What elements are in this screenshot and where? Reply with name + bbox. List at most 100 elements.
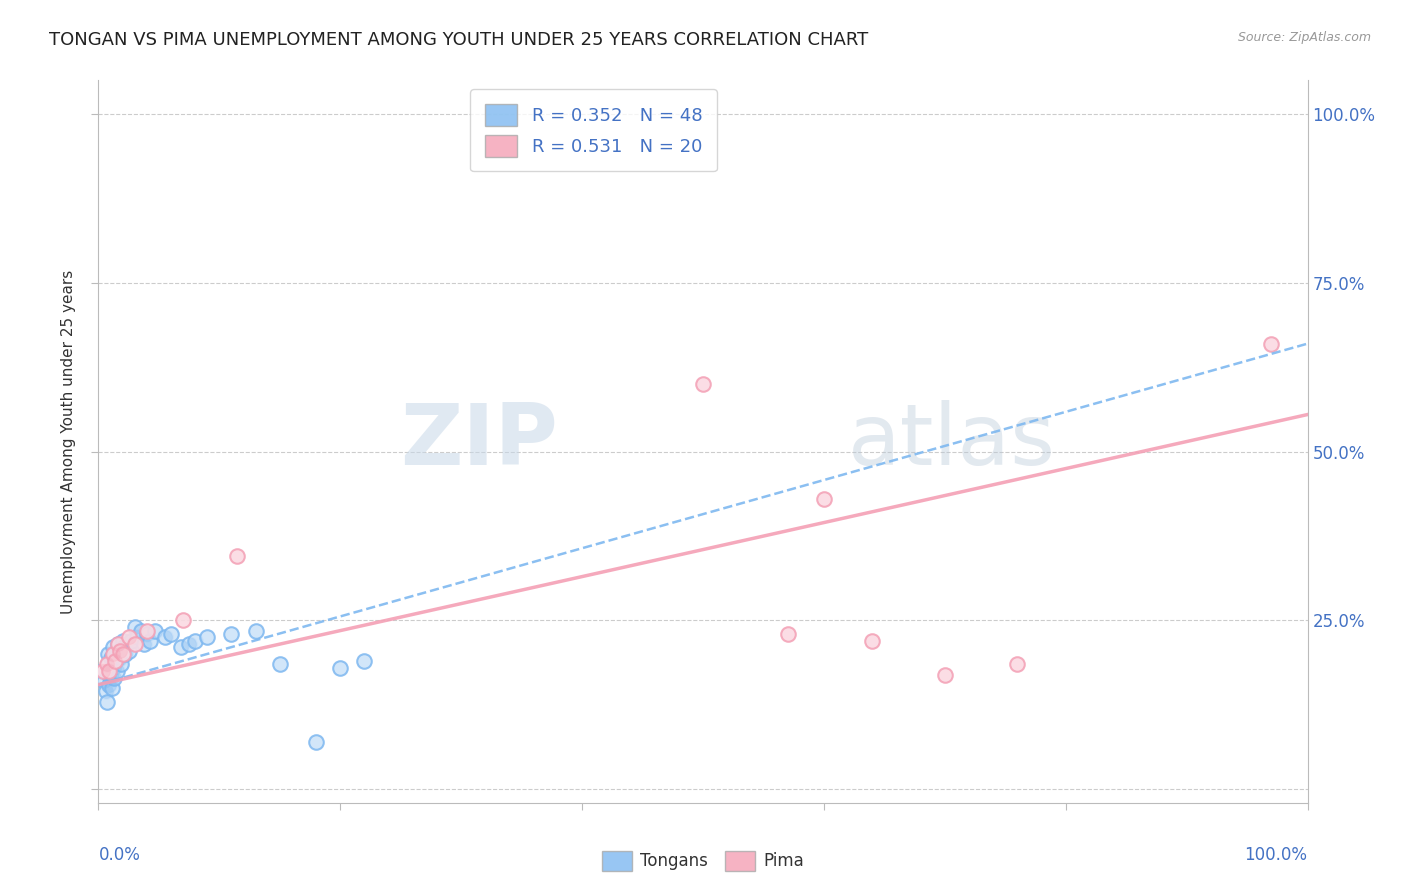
Point <box>91 664 114 678</box>
Point <box>184 633 207 648</box>
Point <box>91 664 114 678</box>
Point <box>118 644 141 658</box>
Point <box>100 661 122 675</box>
Point <box>160 627 183 641</box>
Point <box>110 657 132 672</box>
Point <box>129 624 152 638</box>
Point <box>135 627 157 641</box>
Point <box>98 664 121 678</box>
Point <box>101 640 124 655</box>
Point <box>96 694 118 708</box>
Point <box>96 657 118 672</box>
Point <box>160 627 183 641</box>
Point <box>269 657 291 672</box>
Point <box>118 644 141 658</box>
Point <box>105 654 128 668</box>
Point <box>153 631 176 645</box>
Point <box>98 664 121 678</box>
Point <box>329 661 352 675</box>
Point <box>107 637 129 651</box>
Point <box>114 647 136 661</box>
Point <box>101 650 124 665</box>
Point <box>105 664 128 678</box>
Point <box>120 633 142 648</box>
Point <box>100 661 122 675</box>
Point <box>97 647 120 661</box>
Point <box>179 637 201 651</box>
Point <box>169 640 191 655</box>
Point <box>353 654 375 668</box>
Point <box>329 661 352 675</box>
Point <box>692 377 714 392</box>
Point <box>107 637 129 651</box>
Point <box>91 664 114 678</box>
Point <box>124 620 146 634</box>
Point <box>245 624 267 638</box>
Point <box>91 664 114 678</box>
Point <box>226 549 249 564</box>
Y-axis label: Unemployment Among Youth under 25 years: Unemployment Among Youth under 25 years <box>60 269 76 614</box>
Point <box>120 633 142 648</box>
Point <box>104 654 127 668</box>
Point <box>104 647 127 661</box>
Point <box>118 631 141 645</box>
Text: atlas: atlas <box>848 400 1056 483</box>
Point <box>135 627 157 641</box>
Point <box>692 377 714 392</box>
Point <box>98 678 121 692</box>
Point <box>103 661 125 675</box>
Point <box>934 667 956 681</box>
Point <box>117 637 139 651</box>
Point <box>97 657 120 672</box>
Point <box>117 637 139 651</box>
Point <box>114 647 136 661</box>
Point <box>139 633 162 648</box>
Point <box>104 654 127 668</box>
Point <box>100 681 122 695</box>
Point <box>107 637 129 651</box>
Point <box>129 624 152 638</box>
Point <box>103 671 125 685</box>
Point <box>813 491 835 506</box>
Point <box>245 624 267 638</box>
Point <box>179 637 201 651</box>
Point <box>1007 657 1029 672</box>
Legend: Tongans, Pima: Tongans, Pima <box>595 844 811 878</box>
Point <box>112 640 135 655</box>
Point <box>108 650 131 665</box>
Point <box>813 491 835 506</box>
Point <box>100 681 122 695</box>
Point <box>96 694 118 708</box>
Point <box>860 633 883 648</box>
Point <box>143 624 166 638</box>
Point <box>96 657 118 672</box>
Point <box>101 647 124 661</box>
Point <box>108 644 131 658</box>
Point <box>93 674 115 689</box>
Point <box>135 624 157 638</box>
Point <box>269 657 291 672</box>
Point <box>195 631 218 645</box>
Point <box>100 671 122 685</box>
Point <box>108 644 131 658</box>
Point <box>776 627 799 641</box>
Point <box>98 678 121 692</box>
Point <box>1260 336 1282 351</box>
Text: 100.0%: 100.0% <box>1244 847 1308 864</box>
Point <box>111 647 134 661</box>
Point <box>105 664 128 678</box>
Point <box>124 620 146 634</box>
Point <box>127 631 149 645</box>
Point <box>353 654 375 668</box>
Point <box>111 633 134 648</box>
Point <box>860 633 883 648</box>
Point <box>108 644 131 658</box>
Point <box>103 661 125 675</box>
Point <box>169 640 191 655</box>
Point <box>111 633 134 648</box>
Point <box>100 650 122 665</box>
Point <box>305 735 328 749</box>
Point <box>134 637 156 651</box>
Point <box>305 735 328 749</box>
Point <box>97 647 120 661</box>
